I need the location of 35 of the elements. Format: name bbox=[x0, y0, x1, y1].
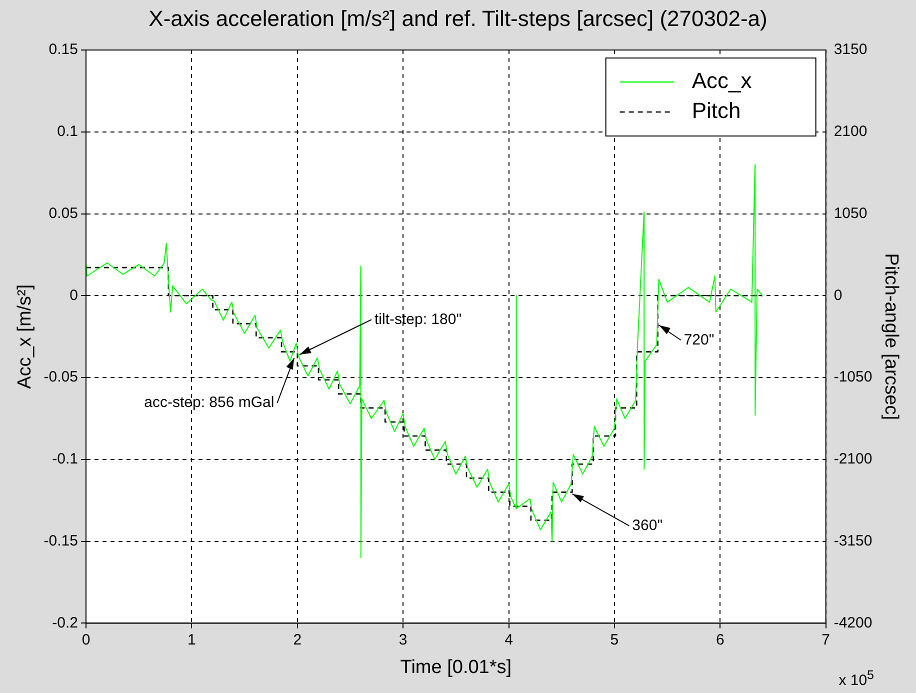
y2-tick-label: -3150 bbox=[834, 532, 872, 550]
legend-label: Pitch bbox=[692, 98, 741, 124]
y2-tick-label: -4200 bbox=[834, 614, 872, 632]
annotation: 360" bbox=[632, 516, 663, 534]
x-axis-title: Time [0.01*s] bbox=[400, 656, 512, 678]
annotation: tilt-step: 180" bbox=[374, 310, 462, 328]
x-tick-label: 5 bbox=[610, 631, 619, 648]
y2-axis-title: Pitch-angle [arcsec] bbox=[880, 253, 902, 420]
y2-tick-label: 3150 bbox=[834, 41, 868, 58]
y-tick-label: -0.2 bbox=[52, 614, 78, 632]
y2-tick-label: 1050 bbox=[834, 204, 868, 222]
y-tick-label: -0.15 bbox=[44, 532, 78, 550]
x-tick-label: 6 bbox=[716, 631, 724, 648]
y2-tick-label: 0 bbox=[834, 286, 842, 304]
y-tick-label: 0 bbox=[70, 286, 78, 304]
y2-tick-label: -2100 bbox=[834, 450, 872, 468]
y-tick-label: 0.15 bbox=[48, 41, 78, 58]
x-tick-label: 1 bbox=[188, 631, 196, 648]
annotation: 720" bbox=[684, 331, 714, 348]
x-tick-label: 2 bbox=[293, 631, 302, 648]
x-tick-label: 3 bbox=[398, 631, 408, 648]
chart-title: X-axis acceleration [m/s²] and ref. Tilt-steps [arcsec] (270302-a) bbox=[148, 6, 768, 32]
y-tick-label: 0.1 bbox=[57, 123, 78, 140]
text: x 10$^{5}$ bbox=[838, 668, 874, 689]
x-tick-label: 0 bbox=[82, 631, 90, 648]
y2-tick-label: 2100 bbox=[834, 123, 868, 140]
y-axis-title: Acc_x [m/s²] bbox=[14, 284, 36, 389]
y2-tick-label: -1050 bbox=[834, 368, 872, 386]
y-tick-label: -0.1 bbox=[52, 450, 78, 468]
legend-label: Acc_x bbox=[692, 68, 752, 94]
y-tick-label: -0.05 bbox=[44, 368, 78, 386]
annotation: acc-step: 856 mGal bbox=[144, 394, 274, 412]
x-tick-label: 7 bbox=[822, 631, 830, 648]
y-tick-label: 0.05 bbox=[48, 204, 78, 222]
x-tick-label: 4 bbox=[504, 631, 513, 648]
